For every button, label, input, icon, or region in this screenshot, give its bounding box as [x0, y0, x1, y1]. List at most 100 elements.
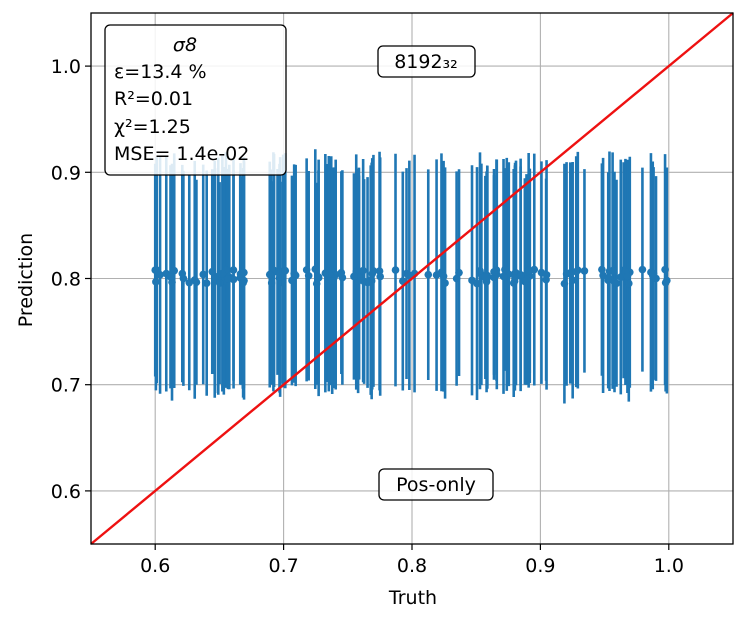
stats-title: σ8 [173, 34, 197, 56]
data-point [490, 268, 498, 276]
data-point [580, 267, 589, 275]
data-point [288, 276, 296, 285]
data-point [152, 278, 160, 286]
stats-r-squared: R²=0.01 [114, 88, 193, 110]
data-point [499, 272, 508, 281]
data-point [337, 268, 346, 277]
data-point [455, 268, 463, 277]
data-point [560, 279, 569, 288]
y-tick-label: 0.9 [51, 162, 81, 184]
data-point [524, 266, 533, 275]
stats-box: σ8 ε=13.4 % R²=0.01 χ²=1.25 MSE= 1.4e-02 [104, 24, 287, 176]
y-tick-label: 1.0 [51, 56, 81, 78]
data-point [481, 273, 490, 282]
data-point [452, 274, 461, 283]
stats-box-frame [104, 24, 287, 176]
data-point [359, 266, 367, 275]
data-point [265, 270, 274, 279]
data-point [239, 279, 247, 287]
x-axis-label: Truth [388, 587, 437, 609]
data-point [312, 279, 321, 288]
data-point [314, 273, 323, 281]
stats-mse: MSE= 1.4e-02 [114, 143, 249, 165]
stats-chi-squared: χ²=1.25 [114, 116, 191, 138]
stats-epsilon: ε=13.4 % [114, 61, 207, 83]
data-point [542, 271, 551, 279]
data-point [566, 269, 575, 277]
identity-line [90, 12, 734, 545]
data-point [398, 277, 407, 285]
data-point [616, 273, 625, 281]
data-point [376, 272, 384, 281]
data-point [439, 272, 448, 281]
data-point [476, 267, 484, 275]
data-point [516, 271, 525, 279]
data-point [350, 272, 358, 281]
tag-label: 8192₃₂ [394, 51, 458, 73]
data-point [369, 267, 378, 275]
data-point [424, 270, 433, 279]
x-tick-label: 0.8 [397, 555, 427, 577]
data-point [240, 268, 248, 277]
tag-box-frame [377, 45, 476, 78]
data-point [328, 277, 337, 285]
data-point [224, 275, 232, 283]
data-point [638, 265, 647, 274]
data-point [501, 265, 509, 274]
data-point [363, 278, 372, 287]
data-point [156, 271, 164, 279]
data-point [530, 265, 539, 274]
mode-box: Pos-only [378, 468, 494, 501]
data-point [661, 278, 670, 287]
data-point [321, 269, 330, 277]
data-point [649, 269, 658, 278]
axis-ticks [85, 65, 670, 550]
x-tick-label: 1.0 [654, 555, 684, 577]
data-point [605, 267, 614, 276]
y-tick-label: 0.7 [51, 375, 81, 397]
data-point [218, 269, 227, 278]
x-tick-label: 0.7 [268, 555, 298, 577]
mode-label: Pos-only [396, 474, 476, 496]
data-point [185, 278, 194, 287]
data-point [281, 266, 290, 275]
y-tick-label: 0.6 [51, 481, 81, 503]
data-point [229, 266, 238, 274]
data-point [267, 279, 276, 287]
y-axis-label: Prediction [15, 233, 37, 327]
data-point [290, 269, 298, 278]
data-point [311, 265, 320, 273]
data-point [511, 274, 519, 282]
data-point [624, 279, 633, 288]
data-point [598, 265, 606, 274]
data-point [208, 267, 217, 276]
y-tick-label: 0.8 [51, 269, 81, 291]
data-point [432, 271, 441, 279]
mode-box-frame [378, 468, 494, 501]
data-point [612, 279, 621, 288]
data-point [623, 272, 632, 281]
data-point [599, 271, 607, 280]
x-tick-label: 0.9 [525, 555, 555, 577]
data-point [178, 269, 187, 278]
data-point [572, 267, 581, 276]
tag-box: 8192₃₂ [377, 45, 476, 78]
data-point [405, 271, 414, 280]
data-point [199, 270, 208, 279]
data-point [473, 279, 481, 288]
data-point [568, 276, 577, 285]
data-point [304, 271, 313, 280]
data-point [441, 279, 449, 287]
data-markers [151, 265, 671, 288]
data-point [661, 265, 669, 274]
data-point [215, 279, 224, 287]
data-point [202, 279, 211, 287]
data-point [521, 277, 529, 286]
x-tick-label: 0.6 [140, 555, 170, 577]
data-point [391, 266, 400, 274]
data-point [278, 278, 287, 287]
data-point [302, 266, 311, 274]
data-point [166, 273, 175, 281]
data-point [170, 266, 179, 275]
